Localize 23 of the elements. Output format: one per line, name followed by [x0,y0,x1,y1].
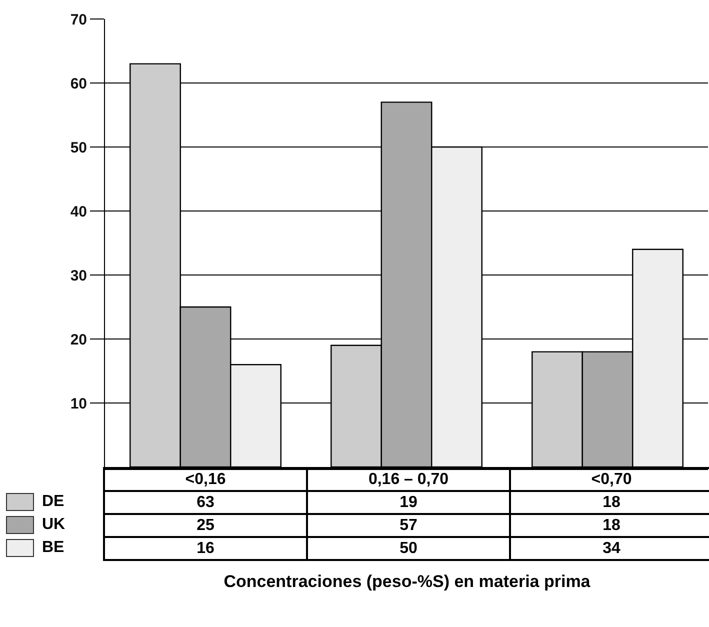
data-label: 63 [104,491,307,514]
y-tick-label: 50 [70,139,87,156]
legend-label: UK [41,516,66,536]
data-label: 57 [307,514,510,537]
y-tick-label: 60 [70,75,87,92]
legend-label: DE [41,492,66,513]
data-label: 16 [104,537,307,560]
y-tick-label: 70 [70,11,87,28]
x-axis-title: Concentraciones (peso-%S) en materia prima [222,572,592,592]
y-tick-label: 10 [70,395,87,412]
data-label: 34 [510,537,709,560]
data-label: 50 [307,537,510,560]
data-label: 19 [307,491,510,514]
x-tick-label: <0,70 [510,468,709,491]
y-tick-label: 20 [70,331,87,348]
data-label: 25 [104,514,307,537]
x-tick-label: 0,16 – 0,70 [307,468,510,491]
y-tick-label: 30 [70,267,87,284]
legend-label: BE [41,538,66,559]
data-label: 18 [510,491,709,514]
data-label: 18 [510,514,709,537]
y-tick-label: 40 [70,203,87,220]
x-tick-label: <0,16 [104,468,307,491]
